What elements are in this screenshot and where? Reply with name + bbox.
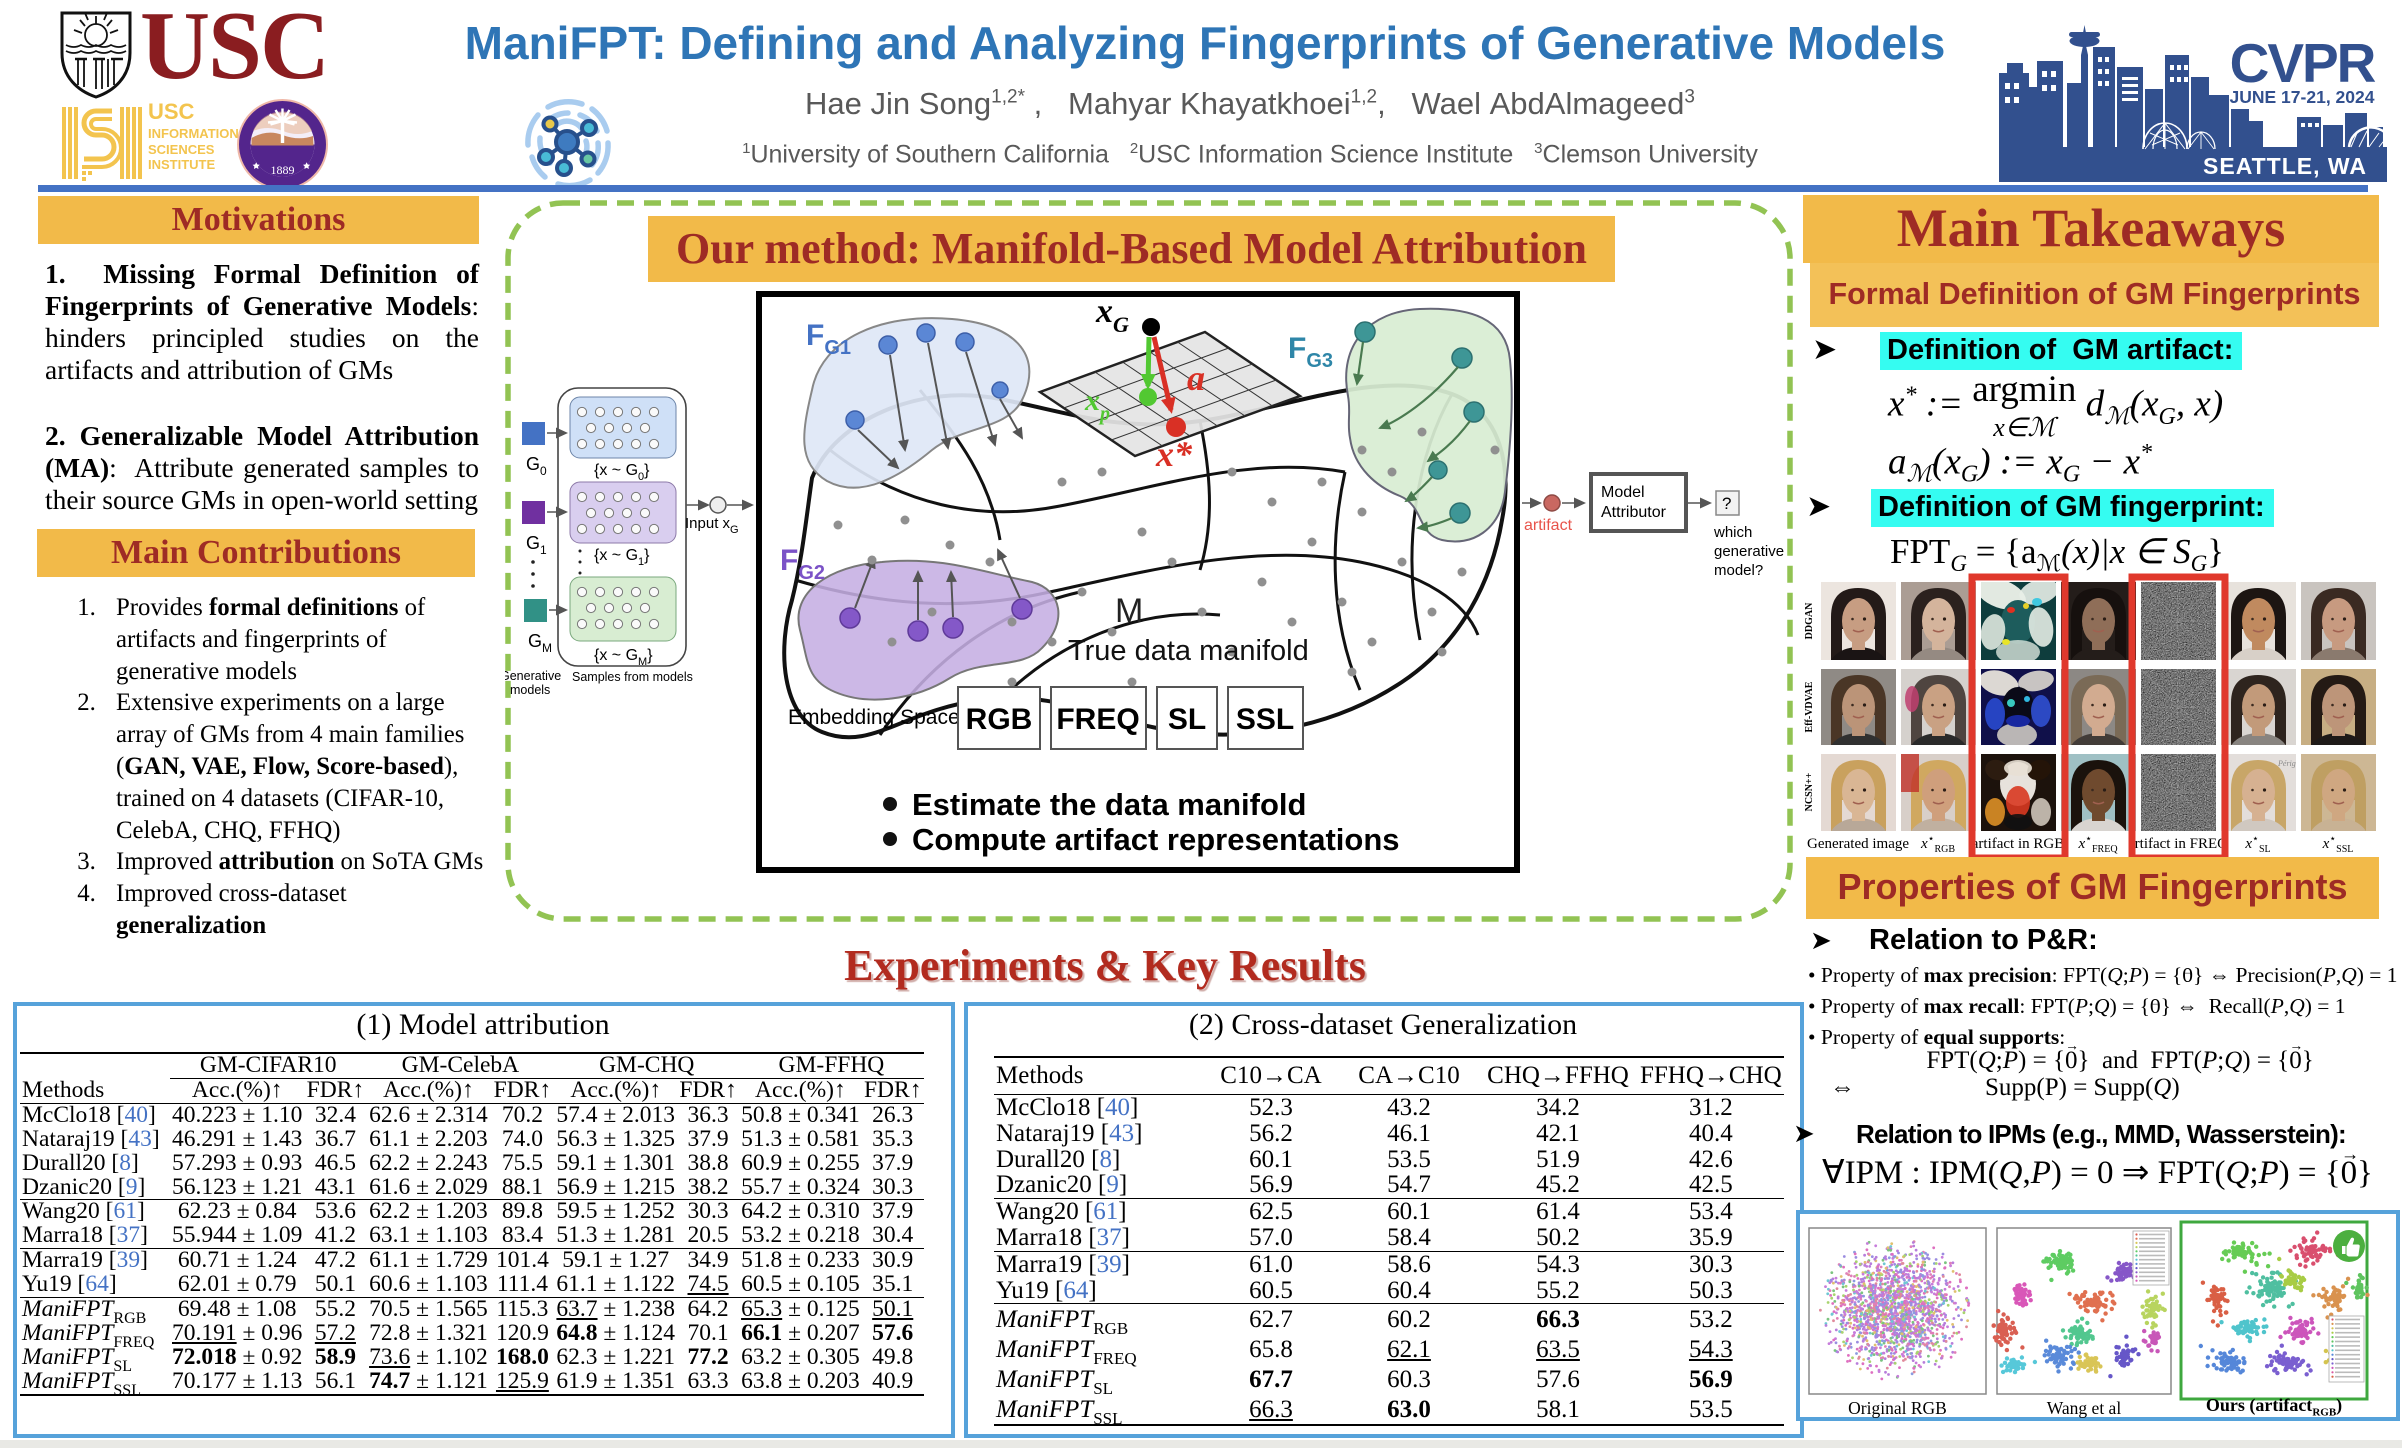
- svg-text:{x ~ G0}: {x ~ G0}: [594, 462, 650, 483]
- svg-text:M: M: [1115, 592, 1143, 630]
- svg-text:generative: generative: [1714, 543, 1784, 560]
- svg-text:artifact in FREQ: artifact in FREQ: [2128, 836, 2228, 852]
- svg-text:G0: G0: [526, 454, 547, 478]
- svg-text:SSL: SSL: [1236, 703, 1294, 736]
- svg-text:Estimate the data manifold: Estimate the data manifold: [912, 787, 1306, 822]
- svg-text:Samples from models: Samples from models: [572, 670, 693, 684]
- svg-text:Embedding Space:: Embedding Space:: [788, 706, 965, 729]
- svg-text:NCSN++: NCSN++: [1804, 772, 1815, 811]
- svg-text:G1: G1: [526, 533, 547, 557]
- svg-text:x⋆RGB: x⋆RGB: [1920, 833, 1955, 855]
- svg-text:which: which: [1713, 524, 1752, 541]
- svg-text:CVPR: CVPR: [2230, 32, 2376, 94]
- svg-text:x⋆FREQ: x⋆FREQ: [2077, 833, 2118, 855]
- svg-text:Generative: Generative: [505, 669, 561, 683]
- svg-text:{x ~ G1}: {x ~ G1}: [594, 547, 650, 568]
- svg-text:x⋆SSL: x⋆SSL: [2322, 833, 2354, 855]
- svg-text:Generated image: Generated image: [1807, 836, 1909, 852]
- svg-text:artifact in RGB: artifact in RGB: [1972, 836, 2064, 852]
- svg-text:1889: 1889: [271, 163, 295, 177]
- svg-text:x*: x*: [1155, 434, 1193, 474]
- svg-text:Attributor: Attributor: [1601, 504, 1667, 521]
- svg-text:GM: GM: [528, 631, 552, 655]
- svg-text:models: models: [510, 683, 550, 697]
- svg-text:{x ~ GM}: {x ~ GM}: [594, 647, 653, 668]
- svg-text:DDGAN: DDGAN: [1804, 602, 1815, 639]
- svg-text:SL: SL: [1168, 703, 1206, 736]
- svg-text:Input xG: Input xG: [685, 515, 739, 536]
- svg-text:Compute artifact representatio: Compute artifact representations: [912, 822, 1400, 857]
- svg-text:Périg: Périg: [2277, 759, 2296, 768]
- svg-text:JUNE 17-21, 2024: JUNE 17-21, 2024: [2230, 87, 2375, 107]
- svg-text:Eff-VDVAE: Eff-VDVAE: [1804, 681, 1815, 732]
- svg-text:?: ?: [1722, 494, 1731, 513]
- svg-text:RGB: RGB: [966, 703, 1033, 736]
- svg-text:FREQ: FREQ: [1056, 703, 1139, 736]
- svg-text:SEATTLE, WA: SEATTLE, WA: [2203, 153, 2367, 179]
- svg-text:Model: Model: [1601, 484, 1645, 501]
- svg-text:artifact: artifact: [1524, 517, 1573, 534]
- svg-text:model?: model?: [1714, 562, 1763, 579]
- svg-text:x⋆SL: x⋆SL: [2244, 833, 2270, 855]
- svg-text:True data manifold: True data manifold: [1068, 635, 1309, 667]
- svg-text:a: a: [1187, 358, 1205, 398]
